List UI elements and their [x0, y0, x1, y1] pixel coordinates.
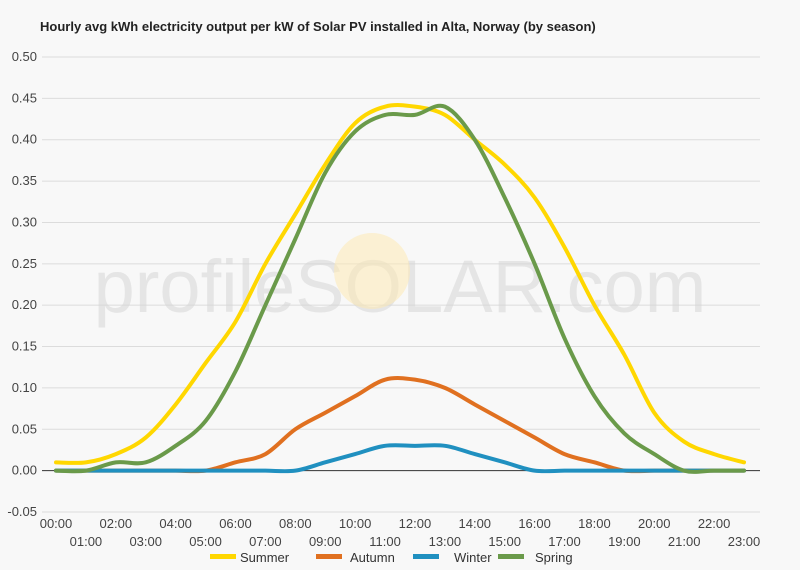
y-tick-label: 0.20 [12, 297, 37, 312]
series-line-summer [54, 103, 746, 465]
x-tick-label: 00:00 [40, 516, 73, 531]
x-tick-label: 23:00 [728, 534, 761, 549]
y-tick-label: 0.30 [12, 214, 37, 229]
watermark-sun [334, 233, 410, 309]
x-tick-label: 01:00 [70, 534, 103, 549]
x-tick-label: 05:00 [189, 534, 222, 549]
x-tick-label: 18:00 [578, 516, 611, 531]
x-tick-label: 19:00 [608, 534, 641, 549]
y-tick-label: 0.10 [12, 380, 37, 395]
x-tick-label: 04:00 [159, 516, 192, 531]
y-tick-label: 0.50 [12, 49, 37, 64]
y-tick-label: 0.00 [12, 463, 37, 478]
x-tick-label: 03:00 [129, 534, 162, 549]
x-tick-label: 09:00 [309, 534, 342, 549]
series-line-spring [54, 103, 746, 474]
series-line-winter [54, 443, 746, 474]
x-tick-label: 10:00 [339, 516, 372, 531]
x-tick-label: 22:00 [698, 516, 731, 531]
y-tick-label: 0.40 [12, 132, 37, 147]
x-tick-label: 15:00 [488, 534, 521, 549]
chart-title: Hourly avg kWh electricity output per kW… [40, 19, 596, 34]
y-tick-label: 0.45 [12, 90, 37, 105]
x-tick-label: 13:00 [429, 534, 462, 549]
legend-swatch-autumn [316, 554, 342, 559]
x-tick-label: 12:00 [399, 516, 432, 531]
legend-label-spring[interactable]: Spring [535, 550, 573, 565]
y-tick-label: -0.05 [7, 504, 37, 519]
y-tick-label: 0.35 [12, 173, 37, 188]
legend-label-summer[interactable]: Summer [240, 550, 290, 565]
x-tick-label: 07:00 [249, 534, 282, 549]
x-tick-label: 20:00 [638, 516, 671, 531]
legend-swatch-winter [413, 554, 439, 559]
x-tick-label: 11:00 [369, 534, 401, 549]
x-tick-label: 17:00 [548, 534, 581, 549]
legend-swatch-spring [498, 554, 524, 559]
x-tick-label: 16:00 [518, 516, 551, 531]
x-tick-label: 14:00 [459, 516, 492, 531]
x-tick-label: 08:00 [279, 516, 312, 531]
y-tick-label: 0.25 [12, 256, 37, 271]
legend-label-winter[interactable]: Winter [454, 550, 492, 565]
x-tick-label: 06:00 [219, 516, 252, 531]
x-tick-label: 02:00 [100, 516, 133, 531]
legend-swatch-summer [210, 554, 236, 559]
y-tick-label: 0.15 [12, 339, 37, 354]
x-tick-label: 21:00 [668, 534, 701, 549]
y-tick-label: 0.05 [12, 421, 37, 436]
legend-label-autumn[interactable]: Autumn [350, 550, 395, 565]
